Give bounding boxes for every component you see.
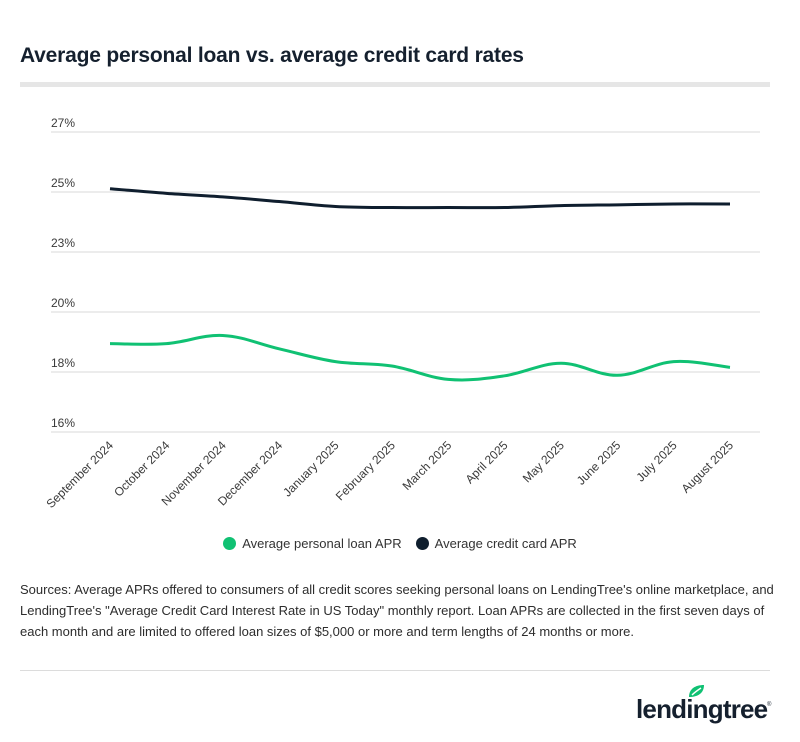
data-point[interactable]: [611, 199, 623, 211]
data-point[interactable]: [160, 187, 172, 199]
x-tick-label: October 2024: [111, 438, 173, 500]
x-tick-label: May 2025: [520, 438, 567, 485]
data-point[interactable]: [668, 198, 680, 210]
x-tick-label: September 2024: [43, 438, 116, 511]
data-point[interactable]: [442, 373, 454, 385]
data-point[interactable]: [386, 360, 398, 372]
data-point[interactable]: [104, 183, 116, 195]
data-point[interactable]: [329, 356, 341, 368]
data-point[interactable]: [724, 361, 736, 373]
credit-card-apr-line: [109, 187, 731, 210]
data-point[interactable]: [555, 200, 567, 212]
data-point[interactable]: [329, 200, 341, 212]
data-point[interactable]: [442, 202, 454, 214]
data-point[interactable]: [386, 202, 398, 214]
data-point[interactable]: [160, 338, 172, 350]
data-point[interactable]: [555, 357, 567, 369]
data-point[interactable]: [217, 329, 229, 341]
y-tick-label: 16%: [51, 416, 75, 430]
x-tick-label: March 2025: [400, 438, 455, 493]
y-tick-label: 27%: [51, 116, 75, 130]
data-point[interactable]: [499, 370, 511, 382]
y-tick-label: 20%: [51, 296, 75, 310]
title-divider: [20, 82, 770, 87]
legend-item-credit-card[interactable]: Average credit card APR: [415, 536, 577, 551]
x-tick-label: July 2025: [634, 438, 680, 484]
legend-dot-credit-card-icon: [415, 537, 429, 550]
x-tick-label: August 2025: [679, 438, 737, 496]
series-layer: [104, 183, 736, 385]
legend-dot-personal-loan-icon: [223, 537, 237, 550]
logo-wordmark: lendingtree: [636, 694, 768, 724]
legend-label-personal-loan: Average personal loan APR: [242, 536, 402, 551]
lendingtree-logo: lendingtree ®: [636, 685, 776, 726]
data-point[interactable]: [724, 198, 736, 210]
legend-item-personal-loan[interactable]: Average personal loan APR: [223, 536, 402, 551]
x-tick-label: June 2025: [574, 438, 624, 488]
x-tick-label: April 2025: [463, 438, 511, 486]
y-axis-labels: 16% 18% 20% 23% 25% 27%: [51, 116, 75, 430]
personal-loan-apr-line: [109, 333, 731, 382]
data-point[interactable]: [668, 356, 680, 368]
y-tick-label: 25%: [51, 176, 75, 190]
chart-title: Average personal loan vs. average credit…: [20, 44, 524, 67]
data-point[interactable]: [217, 191, 229, 203]
grid-layer: [51, 131, 760, 433]
data-point[interactable]: [273, 196, 285, 208]
data-point[interactable]: [104, 338, 116, 350]
data-point[interactable]: [499, 202, 511, 214]
x-tick-label: February 2025: [333, 438, 398, 503]
sources-note: Sources: Average APRs offered to consume…: [20, 582, 774, 639]
data-point[interactable]: [273, 343, 285, 355]
footer-divider: [20, 670, 770, 671]
leaf-icon: [689, 685, 704, 697]
legend: Average personal loan APR Average credit…: [0, 536, 800, 551]
legend-label-credit-card: Average credit card APR: [434, 536, 577, 551]
y-tick-label: 18%: [51, 356, 75, 370]
x-tick-label: January 2025: [280, 438, 342, 500]
data-point[interactable]: [611, 369, 623, 381]
line-chart: 16% 18% 20% 23% 25% 27% September 2024October…: [43, 116, 760, 511]
y-tick-label: 23%: [51, 236, 75, 250]
registered-mark: ®: [767, 702, 772, 708]
